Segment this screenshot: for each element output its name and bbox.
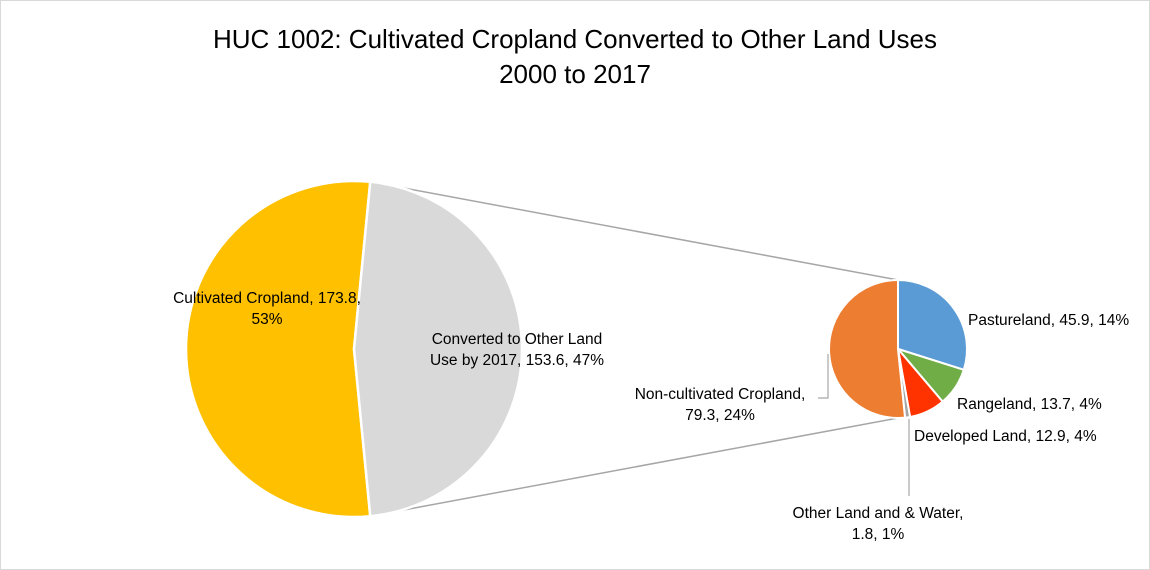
label-converted-to-other-land-use-by-2017: Converted to Other Land Use by 2017, 153.… (430, 331, 604, 369)
label-non-cultivated-cropland: Non-cultivated Cropland, 79.3, 24% (635, 386, 806, 424)
label-line: Use by 2017, 153.6, 47% (430, 352, 604, 369)
label-line: 53% (251, 311, 282, 328)
connector-line-bottom (370, 417, 899, 517)
label-line: Rangeland, 13.7, 4% (957, 396, 1102, 413)
data-labels: Cultivated Cropland, 173.8, 53% Converted … (173, 290, 1129, 543)
label-rangeland: Rangeland, 13.7, 4% (957, 396, 1102, 413)
slice-non-cultivated-cropland (827, 278, 907, 419)
chart-subtitle: 2000 to 2017 (499, 59, 651, 89)
label-line: Cultivated Cropland, 173.8, (173, 290, 361, 307)
label-line: 1.8, 1% (852, 526, 905, 543)
label-line: Developed Land, 12.9, 4% (914, 428, 1097, 445)
leader-non-cultivated (818, 354, 829, 399)
label-line: Other Land and & Water, (793, 505, 964, 522)
connector-lines (370, 181, 899, 517)
leader-lines (818, 354, 910, 496)
label-pastureland: Pastureland, 45.9, 14% (968, 312, 1129, 329)
label-line: Pastureland, 45.9, 14% (968, 312, 1129, 329)
label-developed-land: Developed Land, 12.9, 4% (914, 428, 1097, 445)
primary-pie (184, 179, 524, 519)
connector-line-top (370, 181, 899, 281)
chart-title: HUC 1002: Cultivated Cropland Converted … (213, 24, 937, 54)
secondary-pie (827, 278, 968, 419)
slice-converted-to-other-land-use-by-2017 (352, 180, 524, 518)
label-line: 79.3, 24% (685, 407, 755, 424)
slice-cultivated-cropland (184, 179, 372, 519)
label-line: Non-cultivated Cropland, (635, 386, 806, 403)
slice-pastureland (897, 278, 968, 372)
label-cultivated-cropland: Cultivated Cropland, 173.8, 53% (173, 290, 361, 328)
label-line: Converted to Other Land (432, 331, 603, 348)
label-other-land-and-water: Other Land and & Water, 1.8, 1% (793, 505, 964, 543)
